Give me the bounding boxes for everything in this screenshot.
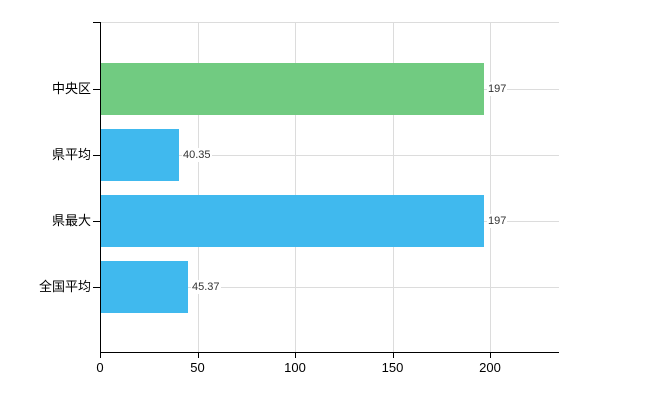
x-tick-label: 100 bbox=[284, 360, 306, 375]
category-gridline bbox=[100, 155, 559, 156]
x-axis-line bbox=[100, 352, 559, 353]
bar-value-label: 197 bbox=[487, 214, 508, 228]
bar bbox=[100, 261, 188, 313]
category-label: 全国平均 bbox=[38, 279, 91, 294]
y-axis-tick bbox=[93, 221, 100, 222]
x-axis-tick bbox=[100, 352, 101, 358]
x-tick-label: 150 bbox=[381, 360, 404, 375]
x-axis-tick bbox=[197, 352, 199, 358]
y-axis-line bbox=[100, 22, 101, 352]
vertical-gridline bbox=[490, 22, 491, 352]
vertical-gridline bbox=[197, 22, 199, 352]
x-tick-label: 50 bbox=[190, 360, 205, 375]
vertical-gridline bbox=[392, 22, 394, 352]
category-label: 県平均 bbox=[51, 147, 91, 162]
x-axis-tick bbox=[490, 352, 491, 358]
bar-value-label: 45.37 bbox=[191, 280, 221, 294]
bar bbox=[100, 129, 179, 181]
bar-value-label: 197 bbox=[487, 82, 508, 96]
bar-value-label: 40.35 bbox=[182, 148, 212, 162]
y-axis-top-tick bbox=[93, 22, 100, 23]
x-axis-tick bbox=[392, 352, 394, 358]
category-label: 県最大 bbox=[51, 213, 91, 228]
y-axis-tick bbox=[93, 287, 100, 288]
bar bbox=[100, 63, 484, 115]
x-axis-tick bbox=[295, 352, 296, 358]
x-tick-label: 200 bbox=[479, 360, 501, 375]
x-tick-label: 0 bbox=[96, 360, 104, 375]
plot-top-gridline bbox=[100, 22, 559, 23]
bar bbox=[100, 195, 484, 247]
category-gridline bbox=[100, 287, 559, 288]
category-label: 中央区 bbox=[51, 81, 91, 96]
vertical-gridline bbox=[295, 22, 296, 352]
y-axis-tick bbox=[93, 155, 100, 156]
y-axis-tick bbox=[93, 89, 100, 90]
